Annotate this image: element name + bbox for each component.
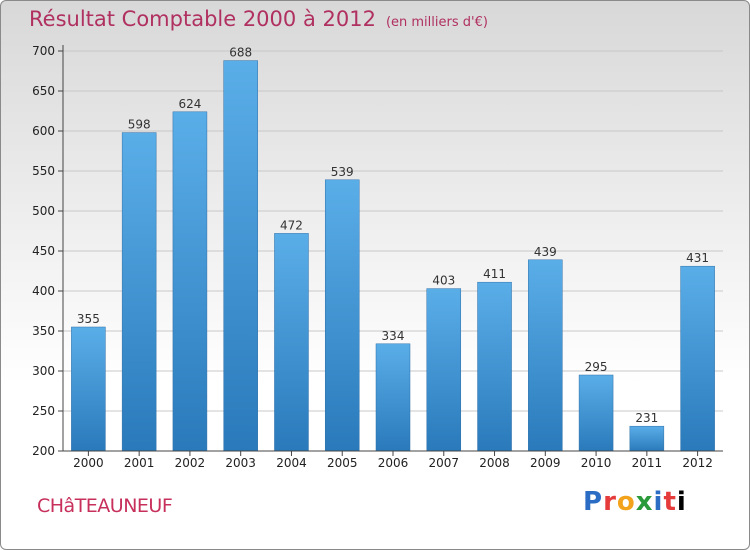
bar-2010 [578, 374, 614, 452]
bar-2008 [477, 281, 512, 452]
logo-letter: o [616, 487, 636, 517]
x-tick-label-2005: 2005 [327, 456, 358, 470]
data-label-2007: 403 [432, 274, 455, 288]
logo-letter: t [663, 487, 677, 517]
data-label-2003: 688 [229, 46, 252, 60]
bar-2011 [629, 425, 665, 452]
x-tick-label-2001: 2001 [124, 456, 155, 470]
bar-2003 [223, 60, 258, 452]
y-tick-label: 250 [32, 404, 55, 418]
x-tick-label-2004: 2004 [276, 456, 307, 470]
y-tick-label: 650 [32, 84, 55, 98]
x-tick-label-2006: 2006 [378, 456, 409, 470]
logo-letter: P [583, 487, 604, 517]
data-label-2000: 355 [77, 312, 100, 326]
data-label-2010: 295 [585, 360, 608, 374]
data-label-2012: 431 [686, 251, 709, 265]
data-label-2008: 411 [483, 267, 506, 281]
logo-letter: x [635, 487, 654, 517]
logo-letter: i [676, 487, 687, 517]
data-label-2011: 231 [635, 411, 658, 425]
chart-title: Résultat Comptable 2000 à 2012 (en millie… [29, 7, 488, 31]
x-tick-label-2009: 2009 [530, 456, 561, 470]
data-label-2004: 472 [280, 218, 303, 232]
bar-2004 [274, 233, 309, 452]
y-tick-label: 350 [32, 324, 55, 338]
y-tick-label: 300 [32, 364, 55, 378]
y-tick-label: 600 [32, 124, 55, 138]
bar-2012 [680, 265, 715, 452]
x-tick-label-2012: 2012 [682, 456, 713, 470]
bar-2007 [426, 288, 462, 452]
data-label-2009: 439 [534, 245, 557, 259]
x-tick-label-2008: 2008 [479, 456, 510, 470]
bar-2002 [172, 111, 208, 452]
data-label-2006: 334 [382, 329, 405, 343]
data-label-2005: 539 [331, 165, 354, 179]
bar-2001 [121, 132, 157, 452]
logo-letter: i [653, 487, 664, 517]
y-tick-label: 450 [32, 244, 55, 258]
y-tick-label: 550 [32, 164, 55, 178]
bars: 355 598 624 688 472 539 334 403 411 439 295 231 431 [71, 46, 715, 452]
y-tick-label: 700 [32, 44, 55, 58]
data-label-2001: 598 [128, 118, 151, 132]
chart-title-text: Résultat Comptable 2000 à 2012 [29, 7, 376, 31]
x-tick-label-2000: 2000 [73, 456, 104, 470]
y-tick-label: 400 [32, 284, 55, 298]
x-tick-label-2011: 2011 [632, 456, 663, 470]
city-name: CHâTEAUNEUF [37, 495, 173, 517]
bar-2005 [324, 179, 360, 452]
bar-2000 [71, 326, 106, 452]
y-tick-label: 200 [32, 444, 55, 458]
axes: 200 250 300 350 400 450 500 550 600 650 700 2000 200… [32, 44, 723, 470]
x-tick-label-2010: 2010 [581, 456, 612, 470]
logo-letter: r [603, 487, 617, 517]
proxiti-logo: Proxiti [583, 487, 687, 517]
data-label-2002: 624 [178, 97, 201, 111]
x-tick-label-2007: 2007 [428, 456, 459, 470]
x-tick-label-2002: 2002 [175, 456, 206, 470]
y-tick-label: 500 [32, 204, 55, 218]
bar-2009 [528, 259, 563, 452]
x-tick-label-2003: 2003 [225, 456, 256, 470]
unit-note: (en milliers d'€) [385, 15, 488, 30]
bar-2006 [375, 343, 411, 452]
